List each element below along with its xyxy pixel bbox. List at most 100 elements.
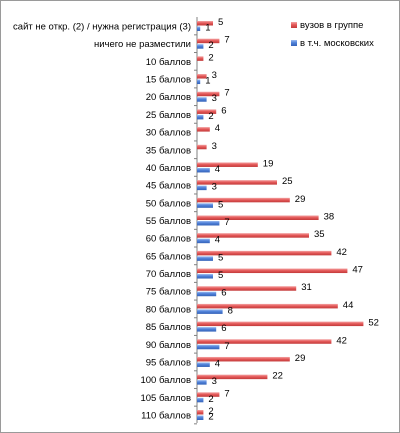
category-label: 20 баллов	[146, 92, 191, 103]
legend-label: в т.ч. московских	[300, 38, 374, 49]
category-label: 10 баллов	[146, 57, 191, 68]
legend-swatch	[291, 40, 297, 46]
bar-moscow	[197, 238, 210, 244]
category-labels: сайт не откр. (2) / нужна регистрация (3…	[13, 22, 191, 422]
value-label-moscow: 2	[208, 111, 213, 122]
bar-total	[197, 303, 338, 309]
bar-total	[197, 321, 364, 327]
value-label-moscow: 6	[221, 288, 226, 299]
bar-total	[197, 56, 204, 61]
legend-swatch	[291, 22, 297, 28]
bar-total	[197, 250, 332, 256]
bar-total	[197, 180, 277, 185]
value-label-total: 7	[224, 35, 229, 46]
bar-moscow	[197, 309, 223, 314]
bar-total	[197, 374, 268, 380]
bar-moscow	[197, 203, 213, 208]
value-label-total: 4	[215, 123, 220, 134]
bar-moscow	[197, 221, 220, 226]
bar-moscow	[197, 97, 207, 102]
value-label-total: 3	[212, 70, 217, 81]
bar-total	[197, 109, 217, 114]
value-label-moscow: 7	[224, 341, 229, 352]
category-label: сайт не откр. (2) / нужна регистрация (3…	[13, 22, 191, 33]
bar-moscow	[197, 185, 207, 191]
bar-total	[197, 91, 220, 97]
value-label-total: 5	[218, 17, 223, 28]
value-label-total: 35	[314, 229, 325, 240]
bar-moscow	[197, 380, 207, 385]
bar-total	[197, 162, 258, 167]
bar-total	[197, 38, 220, 44]
bars-group	[194, 17, 364, 425]
bar-total	[197, 74, 207, 79]
value-label-moscow: 7	[224, 217, 229, 228]
value-label-total: 7	[224, 88, 229, 99]
value-label-moscow: 4	[215, 235, 220, 246]
value-label-total: 29	[295, 194, 306, 205]
bar-moscow	[197, 167, 210, 173]
value-label-total: 19	[263, 158, 274, 169]
bar-moscow	[197, 79, 201, 85]
category-label: 65 баллов	[146, 251, 191, 262]
value-label-total: 2	[208, 406, 213, 417]
value-label-moscow: 2	[208, 40, 213, 51]
value-label-total: 29	[295, 353, 306, 364]
bar-moscow	[197, 344, 220, 350]
bar-moscow	[197, 415, 204, 420]
bar-total	[197, 286, 297, 291]
value-label-moscow: 4	[215, 358, 220, 369]
value-label-total: 52	[368, 318, 379, 329]
category-label: 105 баллов	[140, 393, 191, 404]
category-label: 90 баллов	[146, 340, 191, 351]
value-label-moscow: 5	[218, 270, 223, 281]
value-label-total: 47	[352, 265, 363, 276]
category-label: 25 баллов	[146, 110, 191, 121]
bar-total	[197, 215, 319, 220]
bar-moscow	[197, 256, 213, 261]
value-label-moscow: 5	[218, 199, 223, 210]
bar-moscow	[197, 327, 217, 332]
legend-label: вузов в группе	[300, 20, 363, 31]
bar-moscow	[197, 362, 210, 367]
category-label: 110 баллов	[141, 411, 191, 422]
bar-total	[197, 127, 210, 132]
bar-moscow	[197, 274, 213, 279]
bar-total	[197, 144, 207, 150]
bar-moscow	[197, 114, 204, 120]
category-label: 85 баллов	[146, 322, 191, 333]
bar-total	[197, 410, 204, 415]
bar-total	[197, 21, 213, 26]
bar-total	[197, 197, 290, 203]
category-label: 55 баллов	[146, 216, 191, 227]
value-label-total: 22	[272, 371, 283, 382]
bar-moscow	[197, 26, 201, 31]
value-labels: 5172231736243194253295387354425475316448…	[205, 17, 379, 423]
bar-moscow	[197, 397, 204, 403]
bar-total	[197, 356, 290, 362]
value-label-total: 42	[336, 247, 347, 258]
value-label-moscow: 5	[218, 252, 223, 263]
value-label-total: 31	[301, 282, 312, 293]
category-label: 45 баллов	[146, 181, 191, 192]
category-label: 75 баллов	[146, 287, 191, 298]
value-label-moscow: 2	[208, 394, 213, 405]
value-label-moscow: 4	[215, 164, 220, 175]
value-label-total: 42	[336, 335, 347, 346]
value-label-total: 2	[208, 52, 213, 63]
legend: вузов в группе в т.ч. московских	[291, 20, 374, 49]
bar-total	[197, 233, 309, 238]
value-label-total: 6	[221, 105, 226, 116]
category-label: 30 баллов	[146, 128, 191, 139]
value-label-moscow: 3	[212, 182, 217, 193]
category-label: 40 баллов	[146, 163, 191, 174]
category-label: 15 баллов	[146, 75, 191, 86]
value-label-total: 7	[224, 388, 229, 399]
value-label-moscow: 6	[221, 323, 226, 334]
category-label: 50 баллов	[146, 198, 191, 209]
value-label-total: 3	[212, 141, 217, 152]
value-label-total: 25	[282, 176, 293, 187]
category-label: ничего не разместили	[94, 39, 191, 50]
value-label-moscow: 1	[205, 23, 210, 34]
bar-moscow	[197, 44, 204, 49]
